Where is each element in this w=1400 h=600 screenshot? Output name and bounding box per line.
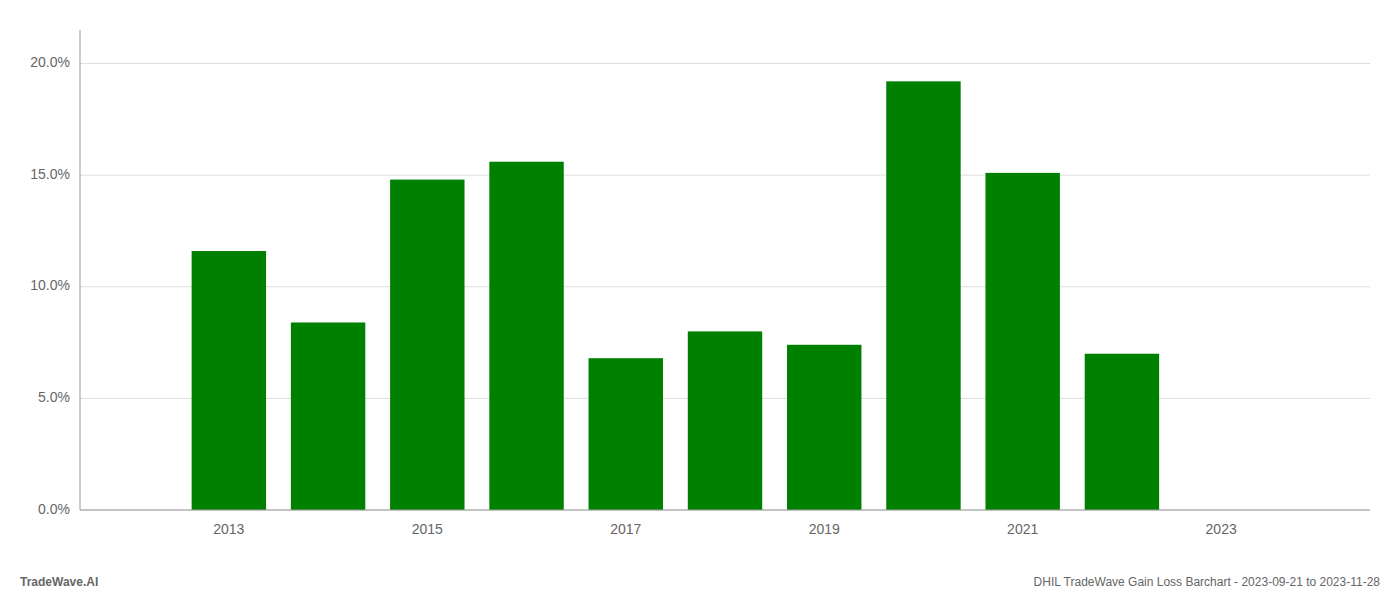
grid bbox=[80, 63, 1370, 510]
x-tick-label: 2013 bbox=[213, 521, 244, 537]
y-ticks: 0.0% 5.0% 10.0% 15.0% 20.0% bbox=[30, 54, 70, 517]
y-tick-label: 15.0% bbox=[30, 166, 70, 182]
bar bbox=[589, 358, 663, 510]
bars bbox=[192, 81, 1160, 510]
background bbox=[0, 0, 1400, 600]
bar bbox=[886, 81, 960, 510]
grid-line bbox=[80, 63, 1370, 64]
grid-line bbox=[80, 175, 1370, 176]
y-axis-line bbox=[80, 30, 81, 510]
footer-right: DHIL TradeWave Gain Loss Barchart - 2023… bbox=[1034, 575, 1381, 589]
bar bbox=[489, 162, 563, 510]
x-tick-label: 2015 bbox=[412, 521, 443, 537]
chart-container: 0.0%5.0%10.0%15.0%20.0%20132015201720192… bbox=[0, 0, 1400, 600]
y-tick-label: 10.0% bbox=[30, 277, 70, 293]
bar bbox=[688, 331, 762, 510]
grid-line bbox=[80, 286, 1370, 287]
chart-svg: 0.0%5.0%10.0%15.0%20.0%20132015201720192… bbox=[0, 0, 1400, 600]
x-tick-label: 2019 bbox=[809, 521, 840, 537]
bar bbox=[985, 173, 1059, 510]
x-ticks: 2013 2015 2017 2019 2021 2023 bbox=[213, 521, 1237, 537]
bar bbox=[192, 251, 266, 510]
x-tick-label: 2017 bbox=[610, 521, 641, 537]
grid-line bbox=[80, 510, 1370, 511]
footer-left: TradeWave.AI bbox=[20, 575, 98, 589]
x-axis-line bbox=[80, 510, 1370, 511]
y-tick-label: 0.0% bbox=[38, 501, 70, 517]
bar bbox=[390, 180, 464, 510]
bar bbox=[1085, 354, 1159, 510]
x-tick-label: 2023 bbox=[1206, 521, 1237, 537]
bar bbox=[787, 345, 861, 510]
x-tick-label: 2021 bbox=[1007, 521, 1038, 537]
bar bbox=[291, 322, 365, 510]
y-tick-label: 5.0% bbox=[38, 389, 70, 405]
y-tick-label: 20.0% bbox=[30, 54, 70, 70]
